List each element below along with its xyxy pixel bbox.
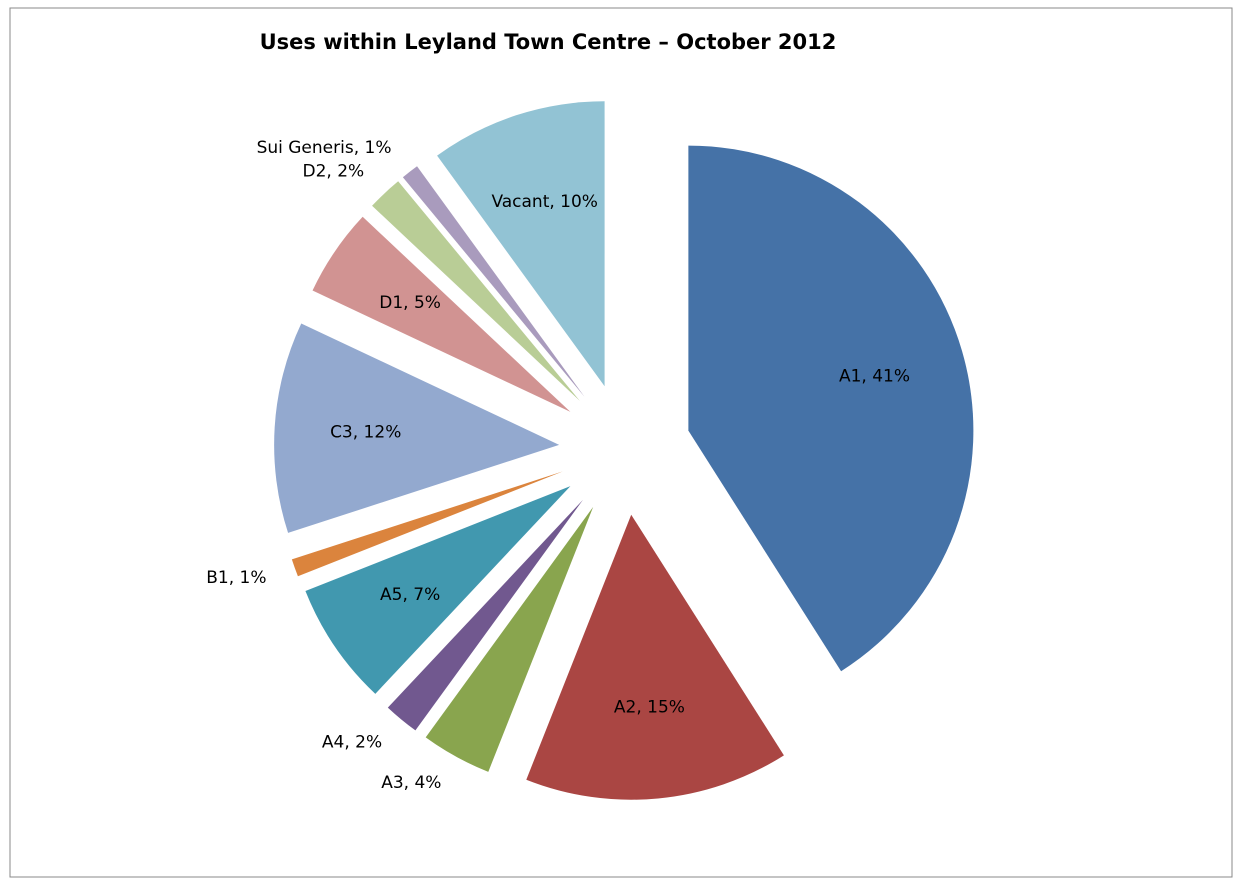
chart-title: Uses within Leyland Town Centre – Octobe… <box>260 30 837 54</box>
data-label: D2, 2% <box>303 161 365 181</box>
pie-slice <box>312 216 571 412</box>
data-label: Sui Generis, 1% <box>257 138 392 158</box>
pie-slice <box>688 145 974 672</box>
pie-slice <box>291 471 563 577</box>
data-label: A1, 41% <box>839 367 910 387</box>
data-label: C3, 12% <box>330 423 401 443</box>
pie-slice <box>425 506 594 772</box>
pie-slice <box>372 181 580 401</box>
pie-slice <box>387 499 583 731</box>
data-label: A3, 4% <box>381 773 441 793</box>
data-label: A2, 15% <box>614 698 685 718</box>
data-label: A5, 7% <box>380 585 440 605</box>
pie-slice <box>305 486 571 694</box>
pie-slice <box>274 323 560 533</box>
data-label: B1, 1% <box>206 568 266 588</box>
data-label: D1, 5% <box>379 293 441 313</box>
pie-slice <box>402 166 585 397</box>
pie-slice <box>526 514 784 800</box>
data-label: Vacant, 10% <box>491 192 598 212</box>
data-label: A4, 2% <box>322 733 382 753</box>
pie-slice <box>437 101 605 387</box>
